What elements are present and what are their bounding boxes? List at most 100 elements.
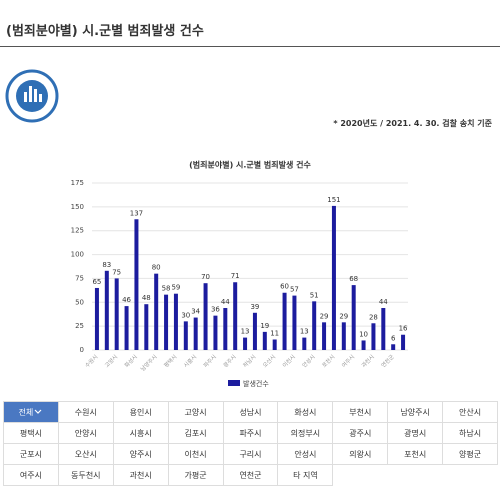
region-button[interactable]: 광주시 [333, 423, 389, 444]
bar [381, 308, 386, 350]
bar [322, 322, 327, 350]
button-label: 안성시 [294, 449, 317, 459]
value-label: 36 [211, 306, 220, 314]
region-button[interactable]: 성남시 [223, 402, 279, 423]
region-button[interactable]: 오산시 [58, 444, 114, 465]
value-label: 11 [270, 330, 279, 338]
y-tick-label: 150 [71, 203, 84, 211]
button-label: 과천시 [129, 470, 152, 480]
x-tick-label: 남양주시 [139, 353, 159, 373]
divider [0, 46, 500, 47]
value-label: 46 [122, 296, 131, 304]
bar [183, 321, 188, 350]
button-label: 가평군 [184, 470, 207, 480]
region-button[interactable]: 안성시 [278, 444, 334, 465]
value-label: 65 [92, 278, 101, 286]
value-label: 29 [320, 312, 329, 320]
button-label: 수원시 [74, 407, 97, 417]
region-button[interactable]: 수원시 [58, 402, 114, 423]
x-tick-label: 파주시 [202, 353, 218, 369]
x-tick-label: 광주시 [222, 354, 238, 370]
value-label: 13 [241, 328, 250, 336]
x-tick-label: 연천군 [379, 353, 395, 369]
y-tick-label: 100 [71, 251, 84, 259]
region-button[interactable]: 이천시 [168, 444, 224, 465]
region-button[interactable]: 전체 [4, 402, 59, 423]
button-label: 광명시 [404, 428, 427, 438]
region-button[interactable]: 김포시 [168, 423, 224, 444]
logo [5, 69, 59, 123]
bar [124, 306, 129, 350]
value-label: 10 [359, 330, 368, 338]
region-button[interactable]: 부천시 [333, 402, 389, 423]
value-label: 16 [399, 325, 408, 333]
region-button[interactable]: 의왕시 [333, 444, 389, 465]
button-label: 하남시 [459, 428, 482, 438]
bar [252, 312, 257, 350]
region-button[interactable]: 화성시 [278, 402, 334, 423]
bar [262, 331, 267, 350]
value-label: 39 [250, 303, 259, 311]
legend-swatch [228, 380, 240, 386]
bar [243, 337, 248, 350]
bar [213, 315, 218, 350]
region-button[interactable]: 과천시 [113, 465, 169, 486]
button-label: 연천군 [239, 470, 262, 480]
x-tick-label: 평택시 [163, 354, 179, 370]
button-label: 구리시 [239, 449, 262, 459]
button-label: 용인시 [129, 407, 152, 417]
bar [351, 285, 356, 350]
region-button[interactable]: 용인시 [113, 402, 169, 423]
region-button[interactable]: 구리시 [223, 444, 279, 465]
bar [193, 317, 198, 350]
region-button[interactable]: 동두천시 [58, 465, 114, 486]
region-button[interactable]: 남양주시 [388, 402, 444, 423]
region-button[interactable]: 연천군 [223, 465, 279, 486]
button-label: 화성시 [294, 407, 317, 417]
region-button[interactable]: 하남시 [443, 423, 498, 444]
x-tick-label: 하남시 [241, 353, 257, 369]
value-label: 44 [221, 298, 230, 306]
region-button[interactable]: 타 지역 [278, 465, 334, 486]
bar [302, 337, 307, 350]
button-label: 포천시 [404, 449, 427, 459]
region-button[interactable]: 여주시 [4, 465, 59, 486]
bar [341, 322, 346, 350]
x-tick-label: 포천시 [320, 353, 336, 369]
value-label: 137 [130, 209, 143, 217]
region-button[interactable]: 의정부시 [278, 423, 334, 444]
button-label: 김포시 [184, 428, 207, 438]
region-button[interactable]: 평택시 [4, 423, 59, 444]
region-button[interactable]: 군포시 [4, 444, 59, 465]
value-label: 28 [369, 313, 378, 321]
button-label: 동두천시 [71, 470, 101, 480]
region-button[interactable]: 광명시 [388, 423, 444, 444]
y-tick-label: 125 [71, 227, 84, 235]
chart: (범죄분야별) 시.군별 범죄발생 건수 0 25 50 75 100 125 150 175… [5, 69, 408, 388]
region-button[interactable]: 고양시 [168, 402, 224, 423]
value-label: 59 [171, 284, 180, 292]
x-tick-label: 과천시 [360, 353, 376, 369]
button-label: 파주시 [239, 428, 262, 438]
region-button[interactable]: 가평군 [168, 465, 224, 486]
region-button[interactable]: 시흥시 [113, 423, 169, 444]
bar [371, 323, 376, 350]
value-label: 68 [349, 275, 358, 283]
value-label: 19 [260, 322, 269, 330]
x-tick-label: 수원시 [83, 353, 99, 369]
chart-title: (범죄분야별) 시.군별 범죄발생 건수 [189, 160, 311, 170]
region-button[interactable]: 안양시 [58, 423, 114, 444]
region-button[interactable]: 포천시 [388, 444, 444, 465]
value-label: 151 [327, 196, 340, 204]
bar [401, 334, 406, 350]
button-label: 시흥시 [129, 428, 152, 438]
bar [223, 308, 228, 350]
region-button[interactable]: 파주시 [223, 423, 279, 444]
region-button[interactable]: 안산시 [443, 402, 498, 423]
page-title: (범죄분야별) 시.군별 범죄발생 건수 [6, 24, 204, 39]
region-button[interactable]: 양주시 [113, 444, 169, 465]
region-button[interactable]: 양평군 [443, 444, 498, 465]
y-tick-label: 50 [75, 298, 84, 306]
button-label: 안산시 [459, 407, 482, 417]
